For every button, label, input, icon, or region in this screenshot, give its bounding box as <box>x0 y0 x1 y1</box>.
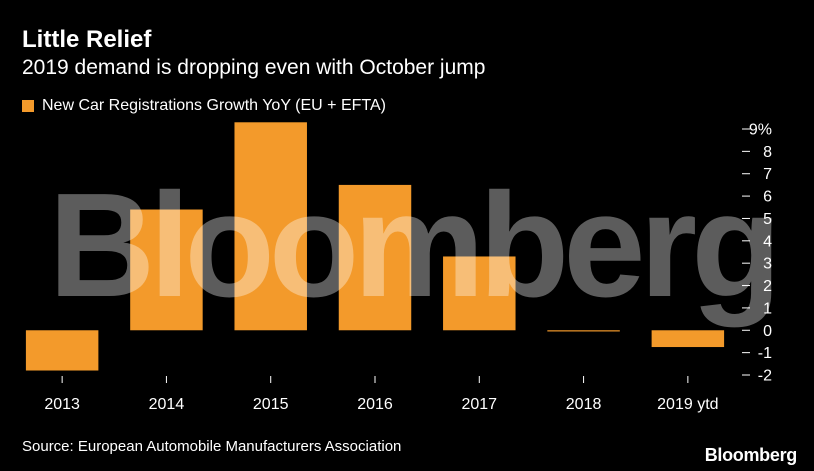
bar-2013 <box>25 330 99 371</box>
chart-title: Little Relief <box>22 26 152 53</box>
legend-label: New Car Registrations Growth YoY (EU + E… <box>42 97 386 114</box>
x-tick-label: 2016 <box>357 396 393 413</box>
chart-subtitle: 2019 demand is dropping even with Octobe… <box>22 56 486 79</box>
x-tick-label: 2014 <box>149 396 185 413</box>
y-tick-label: -1 <box>758 345 772 362</box>
bar-2017 <box>443 256 516 331</box>
bar-2019-ytd <box>651 330 725 348</box>
x-tick-label: 2018 <box>566 396 602 413</box>
y-tick-label: 8 <box>763 144 772 161</box>
x-tick-label: 2017 <box>461 396 497 413</box>
y-tick-label: -2 <box>758 368 772 385</box>
bar-2015 <box>234 122 307 331</box>
y-tick-label: 6 <box>763 189 772 206</box>
bar-2018 <box>547 330 620 332</box>
y-tick-label: 2 <box>763 278 772 295</box>
y-tick-label: 1 <box>763 300 772 317</box>
legend: New Car Registrations Growth YoY (EU + E… <box>22 95 386 117</box>
bar-2014 <box>130 209 203 331</box>
bloomberg-logo: Bloomberg <box>704 445 798 465</box>
source-note: Source: European Automobile Manufacturer… <box>22 438 402 455</box>
legend-swatch <box>22 100 34 112</box>
y-tick-label: 0 <box>763 323 772 340</box>
bar-2016 <box>338 184 412 331</box>
x-tick-label: 2015 <box>253 396 289 413</box>
x-tick-label: 2019 ytd <box>657 396 718 413</box>
y-tick-label: 3 <box>763 256 772 273</box>
x-tick-label: 2013 <box>44 396 80 413</box>
y-tick-label: 7 <box>763 166 772 183</box>
y-tick-label: 9% <box>749 122 772 139</box>
bloomberg-watermark: Bloomberg <box>48 163 775 328</box>
y-tick-label: 4 <box>763 233 772 250</box>
y-tick-label: 5 <box>763 211 772 228</box>
